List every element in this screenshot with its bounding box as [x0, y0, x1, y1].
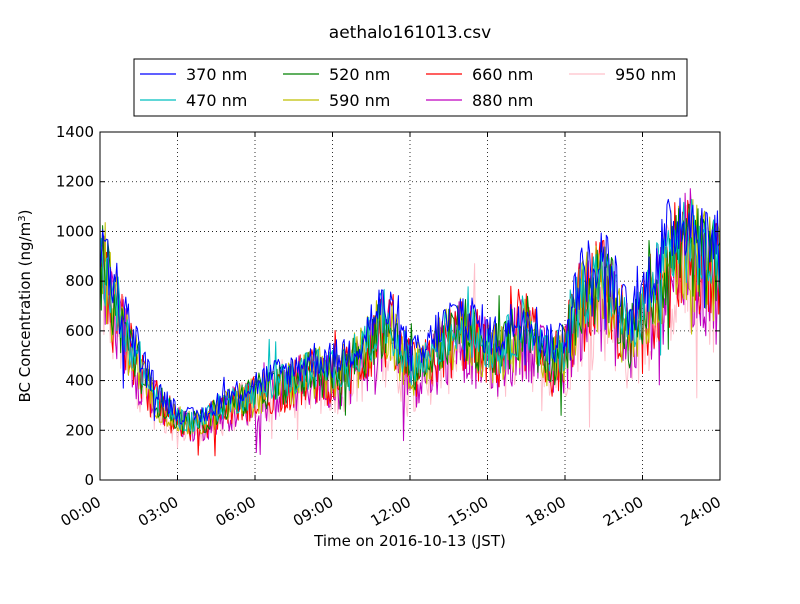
y-tick-label: 600 [65, 322, 94, 340]
x-tick-label: 21:00 [600, 493, 646, 530]
x-tick-label: 15:00 [445, 493, 491, 530]
x-tick-label: 00:00 [58, 493, 104, 530]
legend-label: 470 nm [186, 91, 247, 110]
legend: 370 nm 470 nm 520 nm 590 nm 660 nm 880 nm 950 … [133, 58, 688, 117]
legend-label: 950 nm [615, 65, 676, 84]
y-axis-label-sup: 3 [17, 215, 28, 221]
y-tick-label: 1400 [56, 123, 94, 141]
y-tick-label: 0 [84, 471, 94, 489]
series-lines [99, 188, 721, 457]
y-axis-label-end: ) [16, 210, 34, 216]
series-line [99, 197, 721, 425]
legend-label: 370 nm [186, 65, 247, 84]
y-axis-label-main: BC Concentration (ng/m [16, 222, 34, 403]
legend-label: 660 nm [472, 65, 533, 84]
y-tick-label: 1000 [56, 222, 94, 240]
legend-label: 520 nm [329, 65, 390, 84]
y-axis-label: BC Concentration (ng/m3) [16, 210, 34, 403]
legend-box [133, 58, 688, 117]
series-line [99, 203, 721, 435]
x-tick-label: 09:00 [290, 493, 336, 530]
y-tick-label: 1200 [56, 173, 94, 191]
x-axis-label: Time on 2016-10-13 (JST) [313, 532, 506, 550]
x-tick-label: 24:00 [678, 493, 724, 530]
legend-label: 880 nm [472, 91, 533, 110]
chart-title: aethalo161013.csv [329, 23, 491, 43]
y-tick-label: 400 [65, 372, 94, 390]
y-tick-label: 800 [65, 272, 94, 290]
y-tick-label: 200 [65, 421, 94, 439]
x-tick-label: 12:00 [368, 493, 414, 530]
x-tick-label: 18:00 [523, 493, 569, 530]
x-tick-label: 06:00 [213, 493, 259, 530]
x-tick-label: 03:00 [135, 493, 181, 530]
legend-label: 590 nm [329, 91, 390, 110]
